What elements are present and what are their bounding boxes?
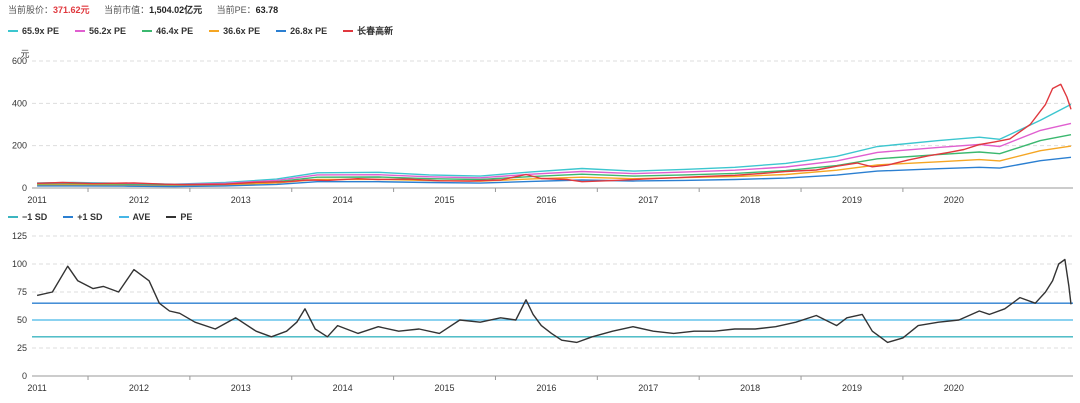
pe-legend-ave[interactable]: AVE <box>118 212 151 222</box>
stats-bar: 当前股价：371.62元 当前市值：1,504.02亿元 当前PE：63.78 <box>8 3 290 17</box>
price-legend-36-6x-pe[interactable]: 36.6x PE <box>209 26 260 36</box>
legend-swatch <box>343 29 354 32</box>
pe-x-tick-label: 2014 <box>333 383 353 393</box>
price-legend-26-8x-pe[interactable]: 26.8x PE <box>276 26 327 36</box>
pe-x-tick-label: 2011 <box>27 383 46 393</box>
current-pe-value: 63.78 <box>255 5 279 15</box>
current-price-value: 371.62元 <box>53 5 90 15</box>
price-legend-65-9x-pe[interactable]: 65.9x PE <box>8 26 59 36</box>
pe-chart-legend: −1 SD +1 SD AVE PE <box>8 212 208 226</box>
legend-label: 56.2x PE <box>89 26 127 36</box>
legend-label: PE <box>180 212 193 222</box>
price-y-axis-label: 元 <box>20 49 29 59</box>
price-x-tick-label: 2018 <box>740 195 760 205</box>
pe-x-tick-label: 2018 <box>740 383 760 393</box>
price-x-tick-label: 2020 <box>944 195 964 205</box>
price-x-tick-label: 2016 <box>536 195 556 205</box>
price-y-tick-label: 0 <box>22 183 27 193</box>
pe-y-tick-label: 75 <box>17 287 27 297</box>
pe-x-tick-label: 2020 <box>944 383 964 393</box>
legend-swatch <box>142 29 153 32</box>
price-y-tick-label: 400 <box>12 98 27 108</box>
price-series-26-8x-pe <box>37 156 1072 188</box>
legend-label: +1 SD <box>77 212 103 222</box>
legend-label: 26.8x PE <box>290 26 328 36</box>
legend-swatch <box>166 215 177 218</box>
pe-y-tick-label: 50 <box>17 315 27 325</box>
legend-swatch <box>118 215 129 218</box>
price-series-65-9x-pe <box>37 103 1072 185</box>
legend-swatch <box>63 215 74 218</box>
pe-legend-pe[interactable]: PE <box>166 212 192 222</box>
price-band-chart: 0 200 400 600 2011 2012 2013 2014 2015 2016 2017 20… <box>12 49 1073 205</box>
current-pe-label: 当前PE： <box>216 5 256 15</box>
price-legend-price[interactable]: 长春高新 <box>343 24 393 37</box>
price-x-tick-label: 2015 <box>435 195 455 205</box>
price-series-price <box>37 83 1072 186</box>
price-x-tick-label: 2013 <box>231 195 251 205</box>
price-legend-56-2x-pe[interactable]: 56.2x PE <box>75 26 126 36</box>
legend-label: 长春高新 <box>357 26 394 36</box>
price-x-tick-label: 2014 <box>333 195 353 205</box>
pe-y-tick-label: 125 <box>12 231 27 241</box>
price-x-tick-label: 2012 <box>129 195 149 205</box>
pe-y-tick-label: 0 <box>22 371 27 381</box>
pe-history-chart: 0 25 50 75 100 125 2011 2012 2013 2014 2015 2016 201… <box>12 231 1073 393</box>
price-legend-46-4x-pe[interactable]: 46.4x PE <box>142 26 193 36</box>
legend-label: 46.4x PE <box>156 26 194 36</box>
pe-y-tick-label: 25 <box>17 343 27 353</box>
pe-y-tick-label: 100 <box>12 259 27 269</box>
pe-x-tick-label: 2013 <box>231 383 251 393</box>
market-cap-label: 当前市值： <box>104 5 150 15</box>
legend-swatch <box>276 29 287 32</box>
price-x-tick-label: 2019 <box>842 195 862 205</box>
legend-label: 65.9x PE <box>22 26 60 36</box>
pe-x-tick-label: 2016 <box>536 383 556 393</box>
price-chart-legend: 65.9x PE 56.2x PE 46.4x PE 36.6x PE 26.8x PE… <box>8 24 409 38</box>
pe-x-tick-label: 2015 <box>435 383 455 393</box>
pe-x-tick-label: 2012 <box>129 383 149 393</box>
pe-legend-1-sd[interactable]: +1 SD <box>63 212 103 222</box>
legend-swatch <box>75 29 86 32</box>
legend-swatch <box>8 29 18 32</box>
current-price-label: 当前股价： <box>8 5 54 15</box>
market-cap-value: 1,504.02亿元 <box>149 5 203 15</box>
legend-label: AVE <box>132 212 151 222</box>
price-y-tick-label: 600 <box>12 56 27 66</box>
legend-label: 36.6x PE <box>223 26 261 36</box>
pe-series-pe <box>36 258 1072 344</box>
price-x-tick-label: 2011 <box>27 195 46 205</box>
pe-x-tick-label: 2017 <box>638 383 658 393</box>
price-series-36-6x-pe <box>37 145 1072 187</box>
price-y-tick-label: 200 <box>12 141 27 151</box>
price-x-tick-label: 2017 <box>638 195 658 205</box>
legend-label: −1 SD <box>22 212 48 222</box>
legend-swatch <box>209 29 220 32</box>
legend-swatch <box>8 215 18 218</box>
pe-legend-1-sd[interactable]: −1 SD <box>8 212 47 222</box>
pe-x-tick-label: 2019 <box>842 383 862 393</box>
